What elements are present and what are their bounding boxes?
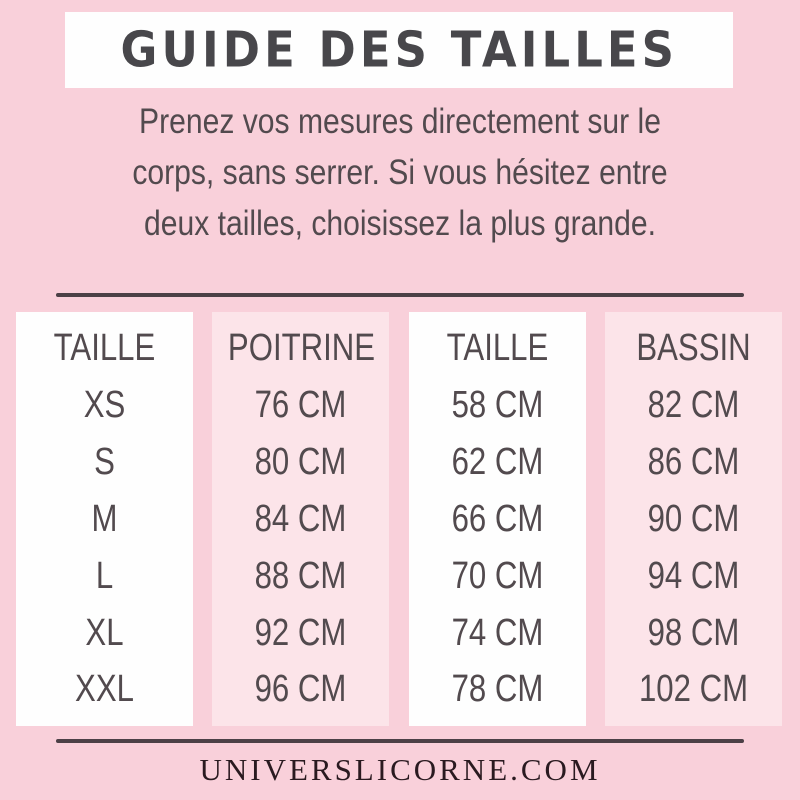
measure-cell: 98 CM bbox=[647, 611, 740, 654]
column-header: BASSIN bbox=[636, 327, 751, 370]
measure-cell: 86 CM bbox=[647, 441, 740, 484]
size-cell: XXL bbox=[75, 668, 134, 711]
measure-cell: 82 CM bbox=[647, 384, 740, 427]
measure-cell: 66 CM bbox=[451, 497, 544, 540]
size-cell: M bbox=[91, 497, 118, 540]
size-table: TAILLE XS S M L XL XXL POITRINE 76 CM 80… bbox=[0, 312, 800, 726]
measure-cell: 74 CM bbox=[451, 611, 544, 654]
measure-cell: 96 CM bbox=[254, 668, 347, 711]
bottom-divider bbox=[56, 739, 744, 743]
measure-cell: 88 CM bbox=[254, 554, 347, 597]
column-bust: POITRINE 76 CM 80 CM 84 CM 88 CM 92 CM 9… bbox=[212, 312, 390, 726]
measure-cell: 84 CM bbox=[254, 497, 347, 540]
measure-cell: 94 CM bbox=[647, 554, 740, 597]
size-cell: S bbox=[94, 441, 115, 484]
measure-cell: 70 CM bbox=[451, 554, 544, 597]
measure-cell: 78 CM bbox=[451, 668, 544, 711]
column-size: TAILLE XS S M L XL XXL bbox=[16, 312, 193, 726]
top-divider bbox=[56, 293, 744, 297]
title-banner: GUIDE DES TAILLES bbox=[65, 12, 733, 88]
measure-cell: 62 CM bbox=[451, 441, 544, 484]
measure-cell: 80 CM bbox=[254, 441, 347, 484]
column-header: POITRINE bbox=[228, 327, 376, 370]
intro-text: Prenez vos mesures directement sur le co… bbox=[0, 96, 800, 249]
size-cell: XL bbox=[85, 611, 124, 654]
website-url: UNIVERSLICORNE.COM bbox=[199, 752, 601, 787]
page-title: GUIDE DES TAILLES bbox=[120, 21, 678, 79]
measure-cell: 76 CM bbox=[254, 384, 347, 427]
intro-line: corps, sans serrer. Si vous hésitez entr… bbox=[132, 153, 668, 192]
intro-line: Prenez vos mesures directement sur le bbox=[139, 102, 661, 141]
column-waist: TAILLE 58 CM 62 CM 66 CM 70 CM 74 CM 78 … bbox=[408, 312, 586, 726]
measure-cell: 90 CM bbox=[647, 497, 740, 540]
intro-line: deux tailles, choisissez la plus grande. bbox=[144, 204, 656, 243]
measure-cell: 102 CM bbox=[638, 668, 749, 711]
size-cell: L bbox=[95, 554, 114, 597]
column-header: TAILLE bbox=[53, 327, 156, 370]
column-header: TAILLE bbox=[446, 327, 548, 370]
column-hips: BASSIN 82 CM 86 CM 90 CM 94 CM 98 CM 102… bbox=[604, 312, 782, 726]
measure-cell: 92 CM bbox=[254, 611, 347, 654]
size-cell: XS bbox=[83, 384, 126, 427]
measure-cell: 58 CM bbox=[451, 384, 544, 427]
